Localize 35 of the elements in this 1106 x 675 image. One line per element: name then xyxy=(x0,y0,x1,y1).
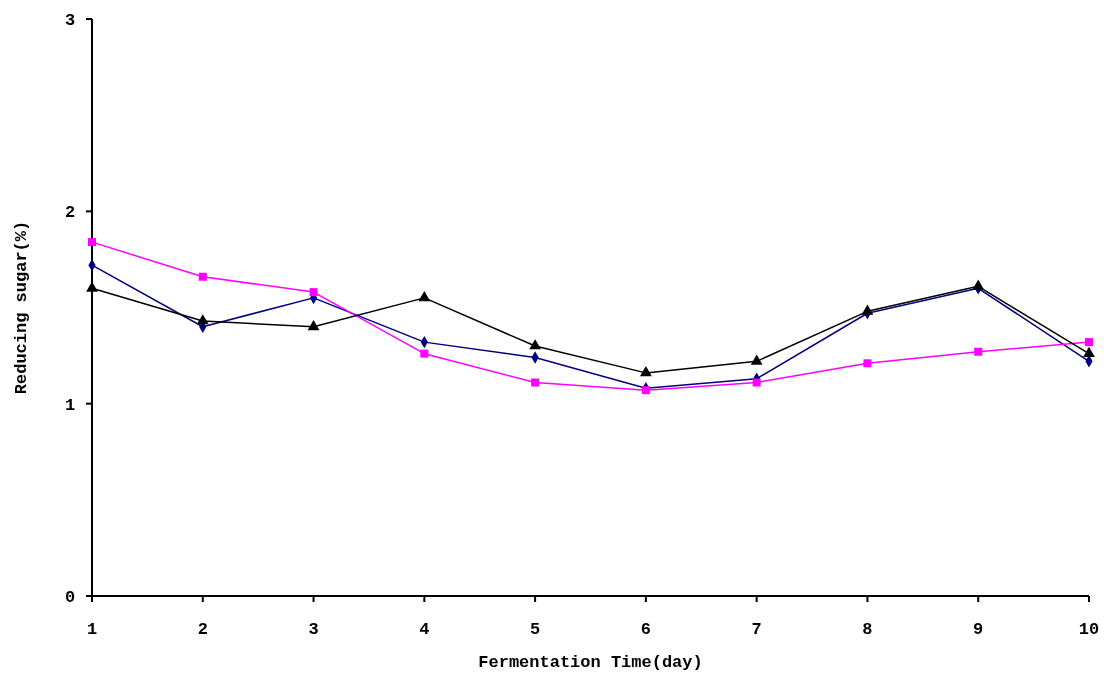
point xyxy=(974,347,983,356)
point xyxy=(196,314,209,325)
point xyxy=(640,366,652,377)
x-tick-label: 7 xyxy=(751,620,762,639)
point xyxy=(307,319,320,331)
point xyxy=(418,291,431,302)
x-axis-title: Fermentation Time(day) xyxy=(478,653,703,672)
x-tick-label: 5 xyxy=(530,620,541,639)
y-tick-label: 2 xyxy=(64,203,76,223)
point xyxy=(1085,338,1093,347)
point xyxy=(752,378,761,387)
x-tick-label: 2 xyxy=(197,620,208,639)
point xyxy=(750,354,763,365)
point xyxy=(309,288,318,297)
point xyxy=(861,304,874,315)
point xyxy=(972,279,985,290)
y-tick-label: 0 xyxy=(64,587,76,607)
point xyxy=(1083,346,1095,358)
point xyxy=(531,378,540,387)
point xyxy=(420,349,429,358)
x-tick-label: 8 xyxy=(862,620,873,639)
x-tick-label: 4 xyxy=(419,620,430,639)
point xyxy=(88,238,96,247)
y-tick-label: 1 xyxy=(64,395,76,415)
point xyxy=(198,272,207,281)
point xyxy=(863,359,872,368)
x-tick-label: 9 xyxy=(973,620,984,639)
point xyxy=(529,339,541,350)
x-tick-label: 3 xyxy=(308,620,319,639)
y-axis-title: Reducing sugar(%) xyxy=(12,220,31,395)
x-tick-label: 6 xyxy=(640,620,651,639)
x-tick-label: 10 xyxy=(1078,620,1100,639)
y-tick-label: 3 xyxy=(64,10,76,30)
x-tick-label: 1 xyxy=(86,620,98,639)
point xyxy=(641,386,650,395)
